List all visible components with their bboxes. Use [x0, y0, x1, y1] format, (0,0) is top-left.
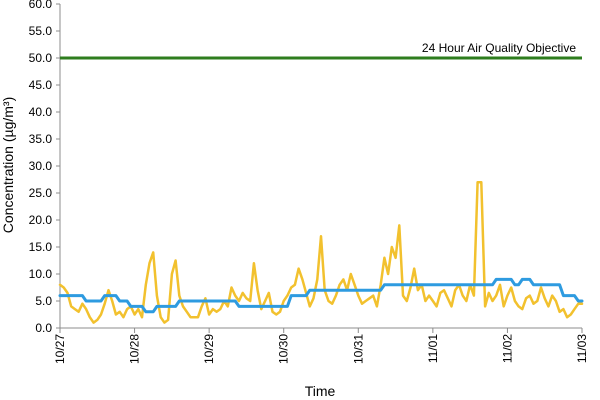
y-tick-label: 50.0 [29, 51, 53, 65]
rolling-series-line [58, 277, 584, 314]
x-tick-label: 11/03 [575, 334, 589, 363]
x-axis-title: Time [305, 383, 336, 399]
x-tick-label: 10/30 [277, 334, 291, 364]
x-tick-label: 11/02 [500, 334, 514, 363]
y-tick-label: 55.0 [29, 24, 53, 38]
y-tick-labels: 0.0 5.0 10.0 15.0 20.0 25.0 30.0 35.0 40.0 45.0 50… [29, 0, 60, 335]
x-tick-label: 10/27 [53, 334, 67, 364]
y-tick-label: 20.0 [29, 213, 53, 227]
x-tick-label: 11/01 [426, 334, 440, 363]
y-tick-label: 35.0 [29, 132, 53, 146]
y-tick-label: 45.0 [29, 78, 53, 92]
series-layer [58, 56, 584, 324]
x-tick-label: 10/31 [351, 334, 365, 364]
objective-label: 24 Hour Air Quality Objective [422, 41, 576, 55]
y-tick-label: 15.0 [29, 240, 53, 254]
y-tick-label: 30.0 [29, 159, 53, 173]
y-tick-label: 25.0 [29, 186, 53, 200]
y-axis-title: Concentration (µg/m³) [0, 97, 16, 233]
y-tick-label: 5.0 [35, 294, 52, 308]
y-tick-label: 60.0 [29, 0, 53, 11]
y-tick-label: 0.0 [35, 321, 52, 335]
hourly-series-line [58, 180, 584, 324]
x-tick-label: 10/28 [128, 334, 142, 364]
y-tick-label: 40.0 [29, 105, 53, 119]
x-tick-labels: 10/27 10/28 10/29 10/30 10/31 11/01 11/02 11/03 [53, 328, 589, 364]
x-tick-label: 10/29 [202, 334, 216, 364]
y-tick-label: 10.0 [29, 267, 53, 281]
